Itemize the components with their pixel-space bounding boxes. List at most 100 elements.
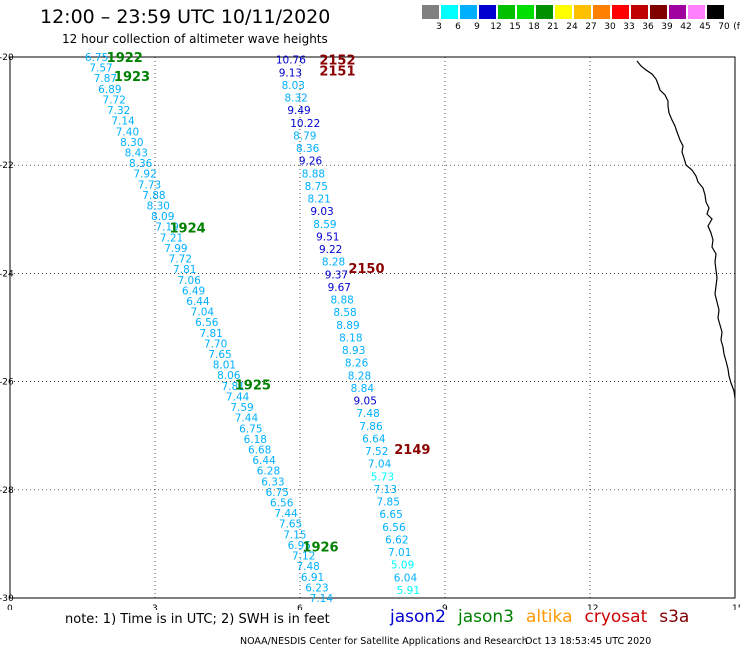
map-subtitle: 12 hour collection of altimeter wave hei… (62, 32, 328, 46)
legend-level: 39 (661, 22, 673, 32)
wave-height-value: 6.91 (301, 572, 324, 584)
legend-level: 3 (436, 22, 442, 32)
legend-swatch (574, 5, 591, 19)
legend-level: 70 (718, 22, 730, 32)
legend-swatch (631, 5, 648, 19)
satellite-label-altika: altika (526, 607, 573, 627)
wave-height-value: 8.30 (147, 201, 170, 213)
wave-height-value: 6.64 (362, 433, 386, 445)
y-tick-label: -22 (0, 161, 14, 171)
wave-height-value: 10.76 (276, 55, 306, 67)
legend-unit: (ft) (733, 22, 740, 32)
wave-height-value: 9.05 (354, 396, 377, 408)
wave-height-value: 10.22 (290, 118, 320, 130)
wave-height-value: 6.89 (98, 84, 121, 96)
wave-height-value: 7.14 (310, 593, 334, 605)
satellite-label-jason2: jason2 (390, 607, 446, 627)
grid-lines (10, 57, 735, 598)
timestamp-text: Oct 13 18:53:45 UTC 2020 (525, 636, 652, 647)
wave-height-value: 8.30 (120, 137, 143, 149)
wave-height-value: 7.59 (230, 402, 253, 414)
wave-height-value: 7.21 (160, 232, 183, 244)
footer-note: note: 1) Time is in UTC; 2) SWH is in fe… (65, 612, 330, 627)
wave-height-value: 9.22 (319, 244, 342, 256)
axis-ticks: 0 3 6 9 12 15 -20 -22 -24 -26 -28 -30 (0, 53, 740, 610)
wave-height-value: 7.81 (222, 381, 245, 393)
wave-height-value: 7.73 (138, 179, 161, 191)
wave-height-value: 6.75 (85, 52, 108, 64)
wave-height-value: 7.86 (359, 421, 383, 433)
wave-height-value: 7.13 (374, 484, 397, 496)
wave-height-value: 6.75 (239, 423, 262, 435)
wave-height-value: 7.65 (208, 349, 231, 361)
wave-height-value: 7.70 (204, 338, 227, 350)
wave-height-value: 8.84 (351, 383, 375, 395)
pass-time-label: 1924 (170, 221, 206, 236)
x-tick-label: 3 (152, 604, 158, 610)
wave-height-value: 6.44 (252, 455, 276, 467)
wave-height-value: 6.33 (261, 476, 284, 488)
wave-height-value: 8.88 (302, 168, 325, 180)
legend-level: 27 (585, 22, 597, 32)
wave-height-value: 8.36 (129, 158, 153, 170)
wave-height-value: 8.18 (339, 332, 362, 344)
pass-time-label: 1922 (107, 51, 143, 66)
wave-height-value: 5.91 (397, 585, 420, 597)
wave-height-value: 8.26 (345, 358, 369, 370)
wave-height-value: 8.21 (307, 194, 330, 206)
wave-height-value: 7.44 (226, 391, 250, 403)
wave-height-value: 9.26 (299, 156, 323, 168)
legend-swatch (422, 5, 439, 19)
legend-swatch (441, 5, 458, 19)
wave-height-value: 7.04 (368, 459, 392, 471)
wave-height-value: 6.23 (305, 582, 328, 594)
wave-height-value: 9.13 (279, 67, 302, 79)
wave-height-value: 7.85 (377, 497, 400, 509)
satellite-label-jason3: jason3 (458, 607, 514, 627)
wave-height-value: 8.93 (342, 345, 365, 357)
wave-height-value: 8.58 (333, 307, 356, 319)
legend-level: 9 (474, 22, 480, 32)
wave-height-value: 7.15 (283, 529, 306, 541)
legend-level: 42 (680, 22, 692, 32)
legend-swatch (650, 5, 667, 19)
wave-height-value: 6.18 (244, 434, 267, 446)
wave-height-value: 8.09 (151, 211, 174, 223)
y-tick-label: -20 (0, 53, 14, 63)
x-tick-label: 0 (7, 604, 13, 610)
legend-swatch (555, 5, 572, 19)
wave-height-value: 7.14 (111, 116, 135, 128)
wave-height-value: 6.75 (266, 487, 289, 499)
wave-height-value: 7.40 (116, 126, 139, 138)
legend-swatch (688, 5, 705, 19)
wave-height-value: 8.01 (213, 360, 236, 372)
wave-height-value: 7.81 (173, 264, 196, 276)
wave-height-value: 9.67 (328, 282, 351, 294)
wave-height-value: 7.65 (279, 519, 302, 531)
legend-swatch (669, 5, 686, 19)
wave-height-value: 8.59 (313, 219, 336, 231)
wave-height-value: 6.56 (382, 522, 406, 534)
legend-level: 33 (623, 22, 635, 32)
wave-height-value: 8.03 (282, 80, 305, 92)
wave-height-value: 9.49 (287, 105, 310, 117)
satellite-label-s3a: s3a (659, 607, 690, 627)
wave-height-value: 6.56 (270, 498, 294, 510)
x-tick-label: 15 (732, 604, 740, 610)
wave-height-value: 7.19 (155, 222, 178, 234)
wave-height-value: 8.89 (336, 320, 359, 332)
wave-height-value: 8.28 (322, 257, 345, 269)
wave-height-value: 7.72 (169, 254, 192, 266)
wave-height-value: 7.12 (292, 551, 315, 563)
wave-height-value: 8.43 (125, 147, 148, 159)
wave-height-value: 7.88 (142, 190, 165, 202)
wave-height-value: 5.73 (371, 471, 394, 483)
legend-level: 18 (528, 22, 540, 32)
wave-height-value: 9.37 (325, 269, 348, 281)
legend-level: 24 (566, 22, 578, 32)
wave-height-value: 7.81 (199, 328, 222, 340)
wave-height-value: 8.06 (217, 370, 241, 382)
legend-level: 36 (642, 22, 654, 32)
y-tick-label: -24 (0, 269, 14, 279)
wave-height-value: 7.44 (274, 508, 298, 520)
